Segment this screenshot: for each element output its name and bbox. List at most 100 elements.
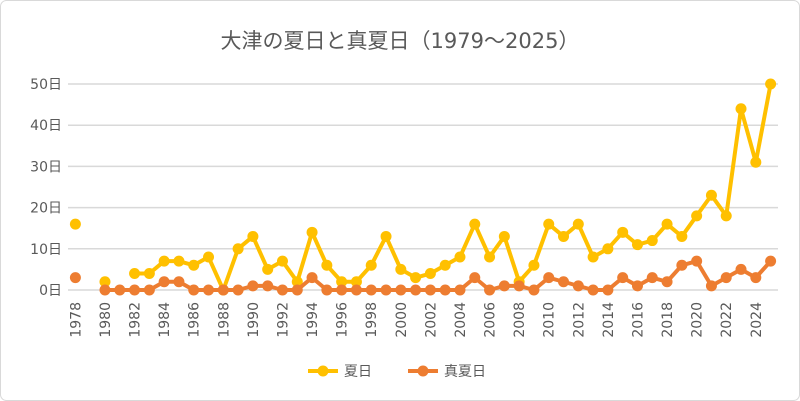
data-point xyxy=(513,280,525,292)
data-point xyxy=(158,276,170,288)
data-point xyxy=(99,284,111,296)
data-point xyxy=(291,276,303,288)
legend-label: 夏日 xyxy=(344,364,372,380)
y-tick-label: 40日 xyxy=(30,118,62,134)
data-point xyxy=(705,280,717,292)
data-point xyxy=(720,272,732,284)
data-point xyxy=(173,276,185,288)
data-point xyxy=(114,284,126,296)
data-point xyxy=(424,284,436,296)
data-point xyxy=(558,276,570,288)
data-point xyxy=(143,284,155,296)
x-tick-label: 1994 xyxy=(305,302,321,338)
x-tick-label: 1992 xyxy=(275,302,291,338)
data-point xyxy=(158,255,170,267)
data-point xyxy=(276,255,288,267)
x-tick-label: 2002 xyxy=(423,302,439,338)
data-point xyxy=(129,268,141,280)
data-point xyxy=(410,272,422,284)
data-point xyxy=(99,276,111,288)
data-point xyxy=(528,284,540,296)
x-tick-label: 2006 xyxy=(483,302,499,338)
data-point xyxy=(484,251,496,263)
x-tick-label: 1978 xyxy=(68,302,84,338)
data-point xyxy=(336,284,348,296)
data-point xyxy=(232,284,244,296)
x-tick-label: 2004 xyxy=(453,302,469,338)
data-point xyxy=(558,230,570,242)
series-0 xyxy=(69,78,777,296)
data-point xyxy=(203,251,215,263)
data-point xyxy=(676,230,688,242)
legend-item: 夏日 xyxy=(308,364,372,380)
data-point xyxy=(291,284,303,296)
data-point xyxy=(543,218,555,230)
data-point xyxy=(705,189,717,201)
data-point xyxy=(750,272,762,284)
x-tick-label: 1984 xyxy=(157,302,173,338)
series-line xyxy=(104,259,773,292)
data-point xyxy=(602,243,614,255)
data-point xyxy=(306,272,318,284)
data-point xyxy=(129,284,141,296)
data-point xyxy=(173,255,185,267)
data-point xyxy=(765,255,777,267)
data-point xyxy=(380,230,392,242)
y-tick-label: 10日 xyxy=(30,242,62,258)
x-tick-label: 1986 xyxy=(187,302,203,338)
data-point xyxy=(262,280,274,292)
data-point xyxy=(188,284,200,296)
data-point xyxy=(350,284,362,296)
series-1 xyxy=(69,255,777,296)
x-tick-label: 1996 xyxy=(335,302,351,338)
data-point xyxy=(484,284,496,296)
data-point xyxy=(528,259,540,271)
data-point xyxy=(661,218,673,230)
data-point xyxy=(336,276,348,288)
data-point xyxy=(321,284,333,296)
data-point xyxy=(439,259,451,271)
data-point xyxy=(262,263,274,275)
x-tick-label: 2014 xyxy=(601,302,617,338)
x-tick-label: 1982 xyxy=(128,302,144,338)
legend-marker xyxy=(317,365,329,377)
data-point xyxy=(587,251,599,263)
data-point xyxy=(188,259,200,271)
data-point xyxy=(395,284,407,296)
x-tick-label: 2010 xyxy=(542,302,558,338)
data-point xyxy=(691,210,703,222)
data-point xyxy=(203,284,215,296)
data-point xyxy=(469,218,481,230)
x-tick-label: 2012 xyxy=(571,302,587,338)
y-tick-label: 20日 xyxy=(30,201,62,217)
data-point xyxy=(306,226,318,238)
data-point xyxy=(631,280,643,292)
data-point xyxy=(424,268,436,280)
x-tick-label: 1990 xyxy=(246,302,262,338)
x-tick-label: 2024 xyxy=(749,302,765,338)
chart-title: 大津の夏日と真夏日（1979～2025） xyxy=(221,29,580,53)
legend-marker xyxy=(417,365,429,377)
data-point xyxy=(646,235,658,247)
data-point xyxy=(454,251,466,263)
data-point xyxy=(617,226,629,238)
data-point xyxy=(217,284,229,296)
data-point xyxy=(276,284,288,296)
y-tick-label: 0日 xyxy=(39,283,62,299)
data-point xyxy=(498,230,510,242)
x-tick-label: 2020 xyxy=(690,302,706,338)
x-tick-label: 2000 xyxy=(394,302,410,338)
y-tick-label: 50日 xyxy=(30,77,62,93)
data-point xyxy=(469,272,481,284)
data-point xyxy=(350,276,362,288)
data-point xyxy=(661,276,673,288)
data-point xyxy=(617,272,629,284)
data-point xyxy=(750,156,762,168)
data-point xyxy=(498,280,510,292)
data-point xyxy=(765,78,777,90)
data-point xyxy=(676,259,688,271)
data-point xyxy=(69,272,81,284)
